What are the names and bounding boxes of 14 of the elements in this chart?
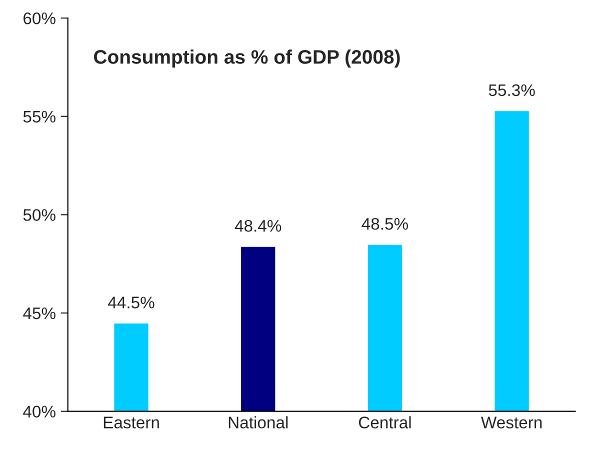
y-tick-label: 50% xyxy=(23,209,56,221)
x-tick-label: Central xyxy=(358,416,411,428)
data-label: 48.5% xyxy=(362,218,408,230)
x-tick-label: Eastern xyxy=(104,416,159,428)
y-tick-label: 60% xyxy=(24,12,56,24)
data-label: 44.5% xyxy=(108,296,154,308)
text: Consumption as % of GDP (2008) xyxy=(94,50,400,68)
data-label: 55.3% xyxy=(488,84,535,96)
y-tick-label: 55% xyxy=(23,110,56,123)
data-label: 48.4% xyxy=(234,220,282,232)
x-tick-label: Western xyxy=(481,416,542,428)
x-tick-label: National xyxy=(228,416,288,428)
y-tick-label: 45% xyxy=(23,307,56,320)
y-tick-label: 40% xyxy=(23,406,56,418)
